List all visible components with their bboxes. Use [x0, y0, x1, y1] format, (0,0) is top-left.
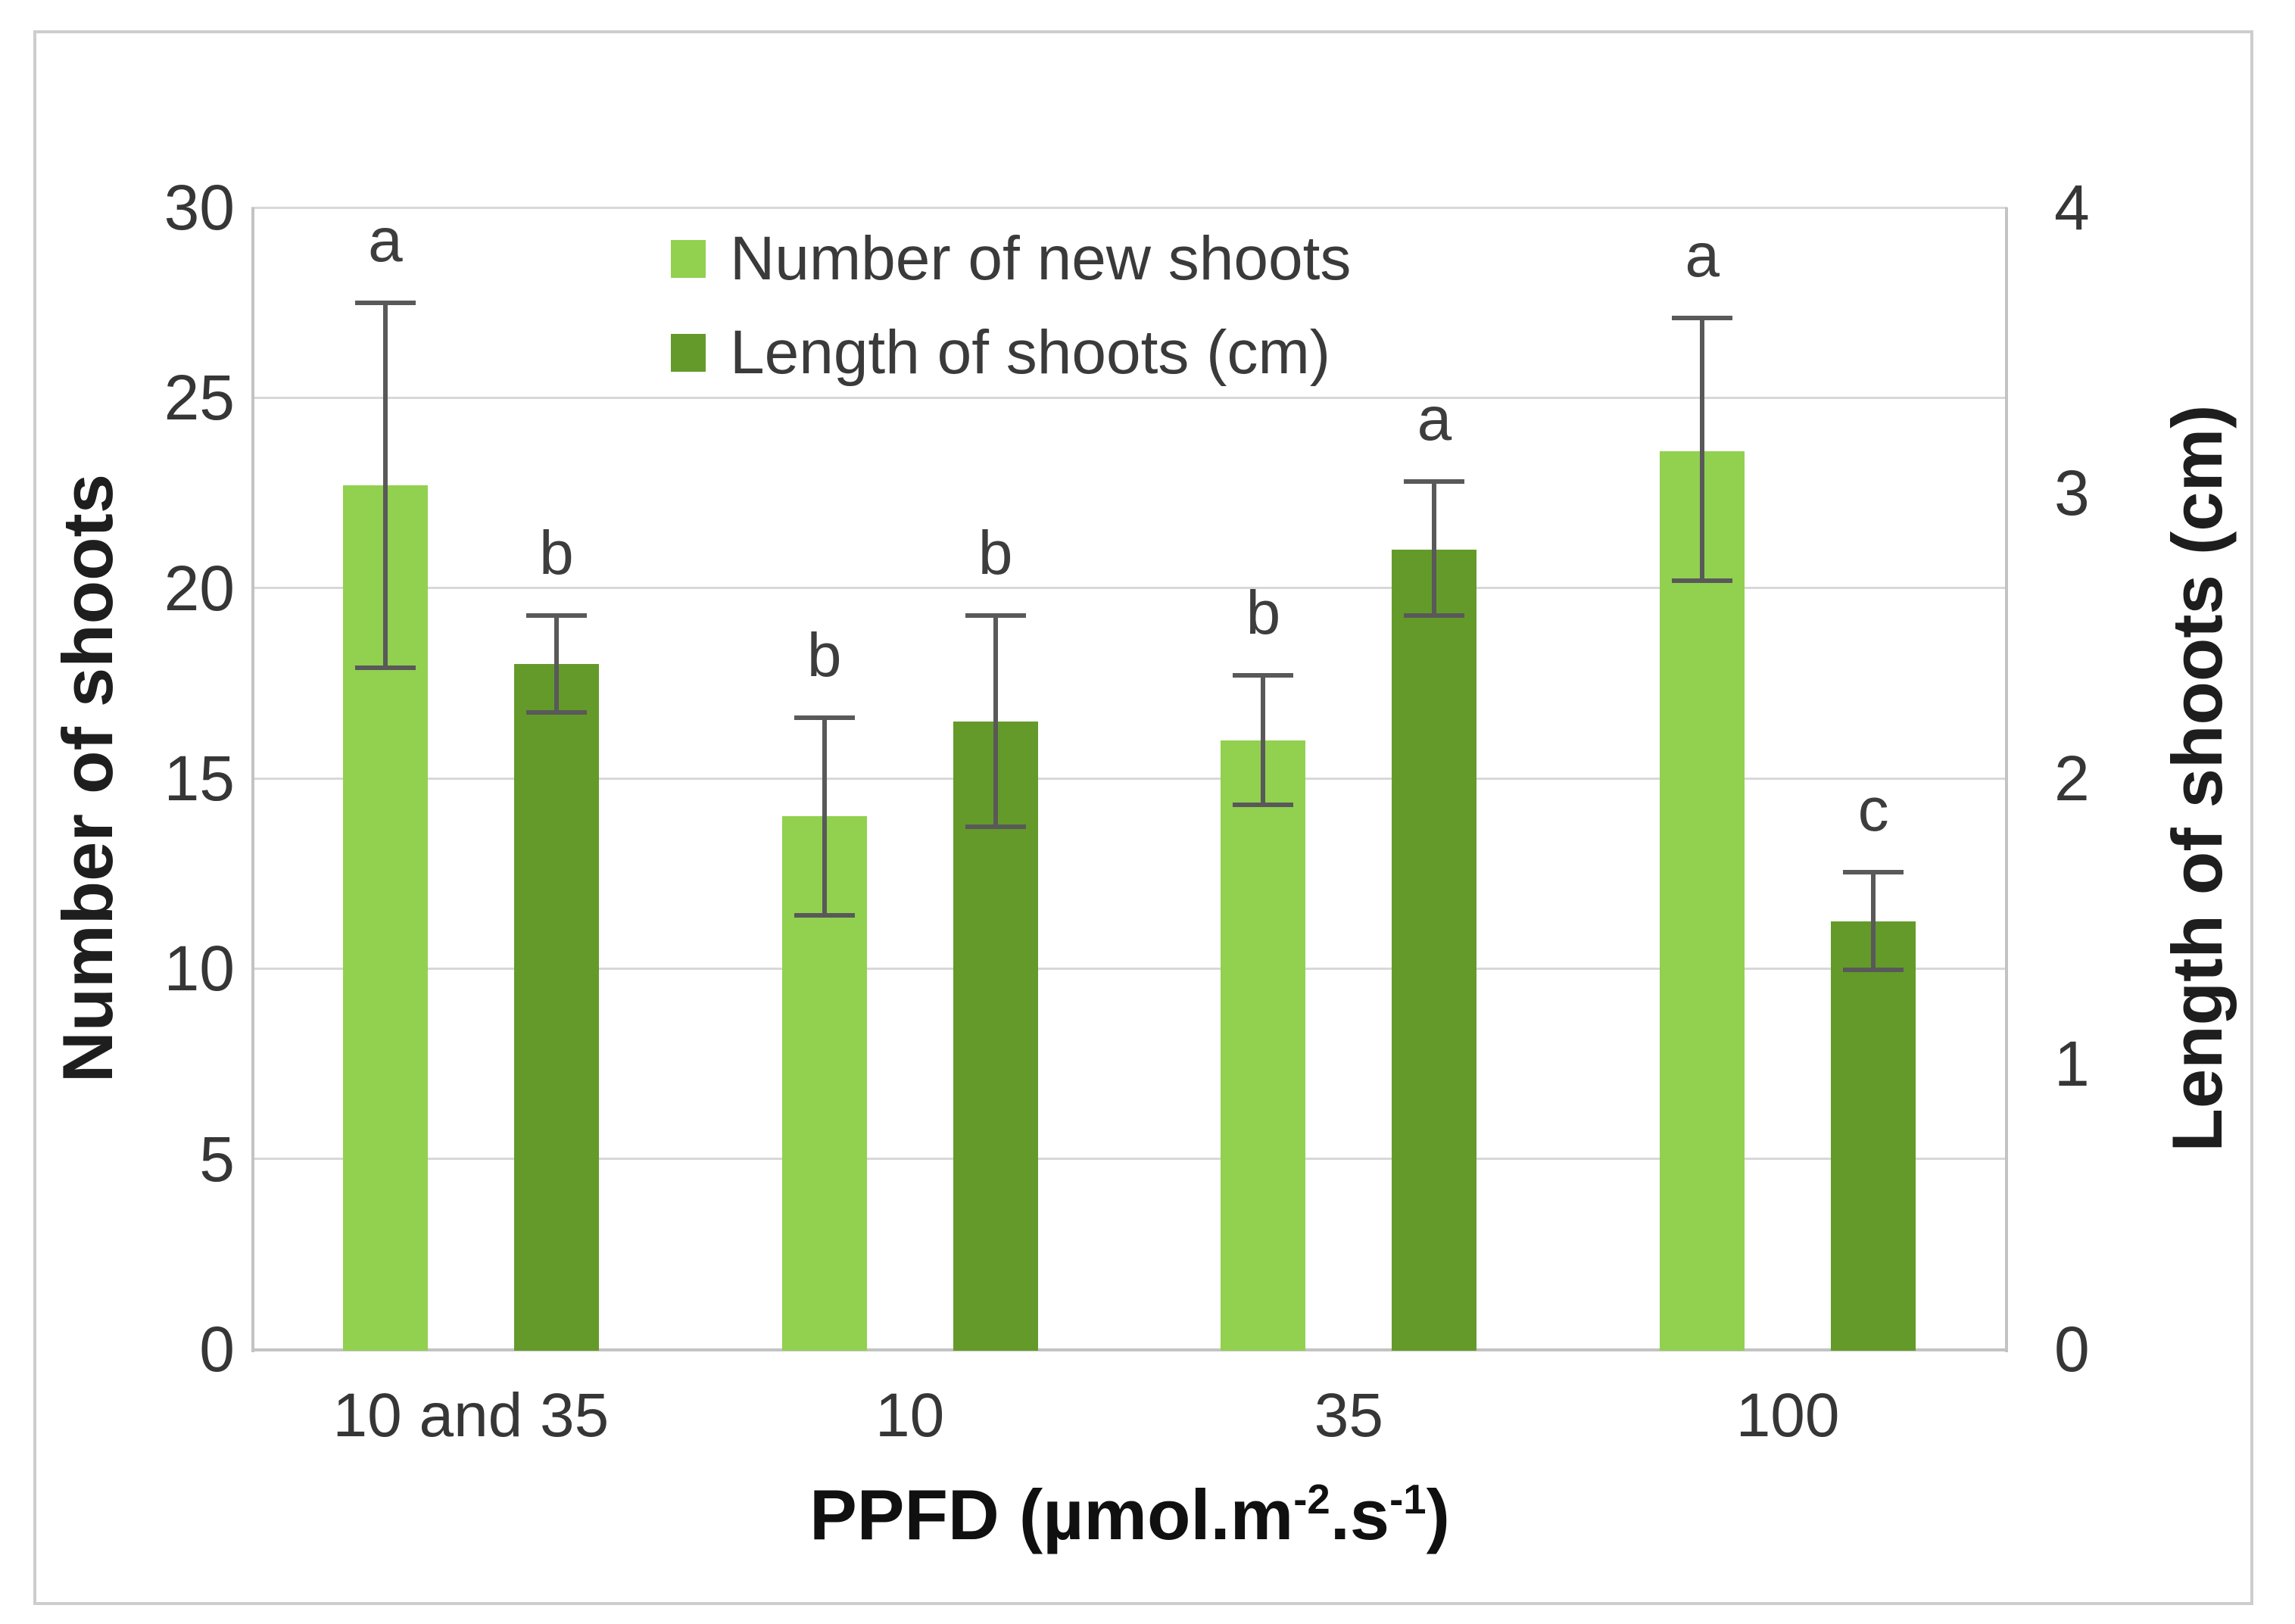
bar-length-of-shoots-cm-35 — [1392, 550, 1477, 1351]
left-axis-tick-25: 25 — [164, 362, 235, 434]
left-axis-tick-10: 10 — [164, 933, 235, 1005]
bar-length-of-shoots-cm-10-and-35 — [513, 664, 599, 1351]
gridline-5 — [251, 1158, 2007, 1161]
x-category-10-and-35: 10 and 35 — [332, 1381, 610, 1450]
x-axis-title-superscript: -2 — [1293, 1476, 1330, 1523]
right-axis-tick-0: 0 — [2054, 1314, 2090, 1385]
error-bar-number-of-new-shoots-10-and-35 — [382, 302, 388, 669]
error-bar-number-of-new-shoots-100 — [1700, 317, 1705, 581]
error-cap-bottom-number-of-new-shoots-10 — [794, 912, 855, 918]
bar-length-of-shoots-cm-100 — [1831, 921, 1916, 1351]
left-axis-tick-15: 15 — [164, 743, 235, 814]
error-cap-top-number-of-new-shoots-100 — [1672, 315, 1733, 320]
left-axis-tick-0: 0 — [199, 1314, 235, 1385]
bar-number-of-new-shoots-35 — [1221, 740, 1306, 1351]
right-axis-tick-3: 3 — [2054, 457, 2090, 528]
x-axis-title-text: .s — [1330, 1475, 1390, 1554]
error-cap-top-number-of-new-shoots-10-and-35 — [354, 300, 416, 305]
error-cap-top-length-of-shoots-cm-35 — [1404, 478, 1465, 484]
legend-label-length-of-shoots: Length of shoots (cm) — [730, 318, 1331, 387]
figure-border — [33, 30, 2253, 1605]
right-axis-tick-2: 2 — [2054, 743, 2090, 814]
legend-item-length-of-shoots: Length of shoots (cm) — [671, 315, 1330, 391]
sig-letter-number-of-new-shoots-10-and-35: a — [368, 205, 403, 275]
error-cap-bottom-length-of-shoots-cm-10-and-35 — [525, 710, 587, 715]
error-cap-bottom-length-of-shoots-cm-35 — [1404, 613, 1465, 619]
left-axis-tick-20: 20 — [164, 552, 235, 624]
error-cap-bottom-length-of-shoots-cm-10 — [965, 824, 1026, 830]
gridline-30 — [251, 206, 2007, 209]
plot-edge-bottom — [251, 1348, 2007, 1351]
legend-swatch-number-of-new-shoots — [671, 240, 706, 278]
error-cap-bottom-length-of-shoots-cm-100 — [1843, 967, 1904, 972]
sig-letter-length-of-shoots-cm-10-and-35: b — [539, 519, 574, 588]
legend-swatch-length-of-shoots — [671, 334, 706, 372]
sig-letter-number-of-new-shoots-10: b — [806, 620, 842, 690]
gridline-25 — [251, 396, 2007, 399]
bar-number-of-new-shoots-100 — [1660, 450, 1745, 1351]
x-category-35: 35 — [1314, 1381, 1383, 1450]
left-axis-tick-30: 30 — [164, 172, 235, 243]
error-cap-top-number-of-new-shoots-35 — [1233, 673, 1294, 678]
error-cap-bottom-number-of-new-shoots-35 — [1233, 803, 1294, 808]
right-axis-tick-4: 4 — [2054, 172, 2090, 243]
sig-letter-number-of-new-shoots-100: a — [1685, 220, 1720, 290]
sig-letter-length-of-shoots-cm-10: b — [978, 519, 1013, 588]
plot-edge-right — [2005, 207, 2008, 1352]
error-bar-length-of-shoots-cm-35 — [1432, 481, 1437, 616]
x-category-10: 10 — [875, 1381, 945, 1450]
left-axis-title: Number of shoots — [48, 473, 127, 1083]
x-axis-title: PPFD (µmol.m-2.s-1) — [809, 1473, 1450, 1568]
right-axis-tick-1: 1 — [2054, 1028, 2090, 1099]
gridline-10 — [251, 967, 2007, 970]
left-axis-tick-5: 5 — [199, 1123, 235, 1195]
x-axis-title-text: ) — [1426, 1475, 1450, 1554]
error-cap-top-length-of-shoots-cm-10 — [965, 613, 1026, 619]
sig-letter-number-of-new-shoots-35: b — [1246, 578, 1281, 648]
sig-letter-length-of-shoots-cm-35: a — [1417, 384, 1452, 454]
x-category-100: 100 — [1735, 1381, 1840, 1450]
x-axis-title-text: PPFD (µmol.m — [809, 1475, 1294, 1554]
error-cap-top-length-of-shoots-cm-10-and-35 — [525, 613, 587, 619]
sig-letter-length-of-shoots-cm-100: c — [1857, 775, 1889, 845]
error-cap-bottom-number-of-new-shoots-100 — [1672, 578, 1733, 583]
gridline-15 — [251, 777, 2007, 780]
x-axis-title-superscript: -1 — [1389, 1476, 1427, 1523]
plot-edge-left — [251, 207, 254, 1352]
error-bar-length-of-shoots-cm-100 — [1871, 872, 1876, 970]
error-cap-top-number-of-new-shoots-10 — [794, 715, 855, 720]
error-bar-number-of-new-shoots-35 — [1261, 675, 1266, 806]
right-axis-title: Length of shoots (cm) — [2157, 404, 2237, 1152]
error-bar-number-of-new-shoots-10 — [822, 717, 827, 915]
legend-item-number-of-new-shoots: Number of new shoots — [671, 221, 1351, 297]
legend-label-number-of-new-shoots: Number of new shoots — [730, 224, 1352, 293]
error-bar-length-of-shoots-cm-10-and-35 — [553, 616, 559, 713]
error-bar-length-of-shoots-cm-10 — [993, 616, 998, 828]
error-cap-bottom-number-of-new-shoots-10-and-35 — [354, 665, 416, 671]
error-cap-top-length-of-shoots-cm-100 — [1843, 870, 1904, 875]
gridline-20 — [251, 587, 2007, 590]
